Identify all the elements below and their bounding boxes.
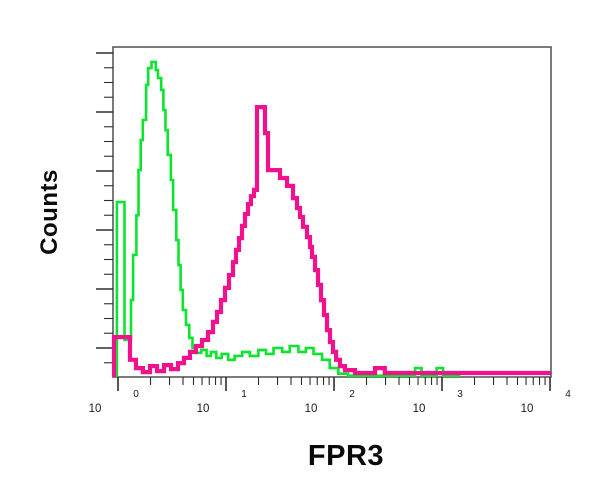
x-tick-label-exponent: 1 bbox=[241, 389, 247, 400]
x-tick-label-base: 10 bbox=[413, 403, 426, 415]
x-tick-label-base: 10 bbox=[89, 403, 102, 415]
green-control-histogram-trace bbox=[115, 60, 461, 378]
x-tick-label-base: 10 bbox=[521, 403, 534, 415]
x-tick-label-exponent: 4 bbox=[565, 389, 571, 400]
x-tick-label-exponent: 2 bbox=[349, 389, 355, 400]
x-tick-label-base: 10 bbox=[197, 403, 210, 415]
x-tick-label-base: 10 bbox=[305, 403, 318, 415]
pink-sample-histogram-trace bbox=[111, 104, 551, 377]
x-tick-label-exponent: 3 bbox=[457, 389, 463, 400]
plot-frame bbox=[112, 46, 552, 378]
x-axis-title: FPR3 bbox=[307, 440, 385, 472]
x-tick-label-exponent: 0 bbox=[133, 389, 139, 400]
